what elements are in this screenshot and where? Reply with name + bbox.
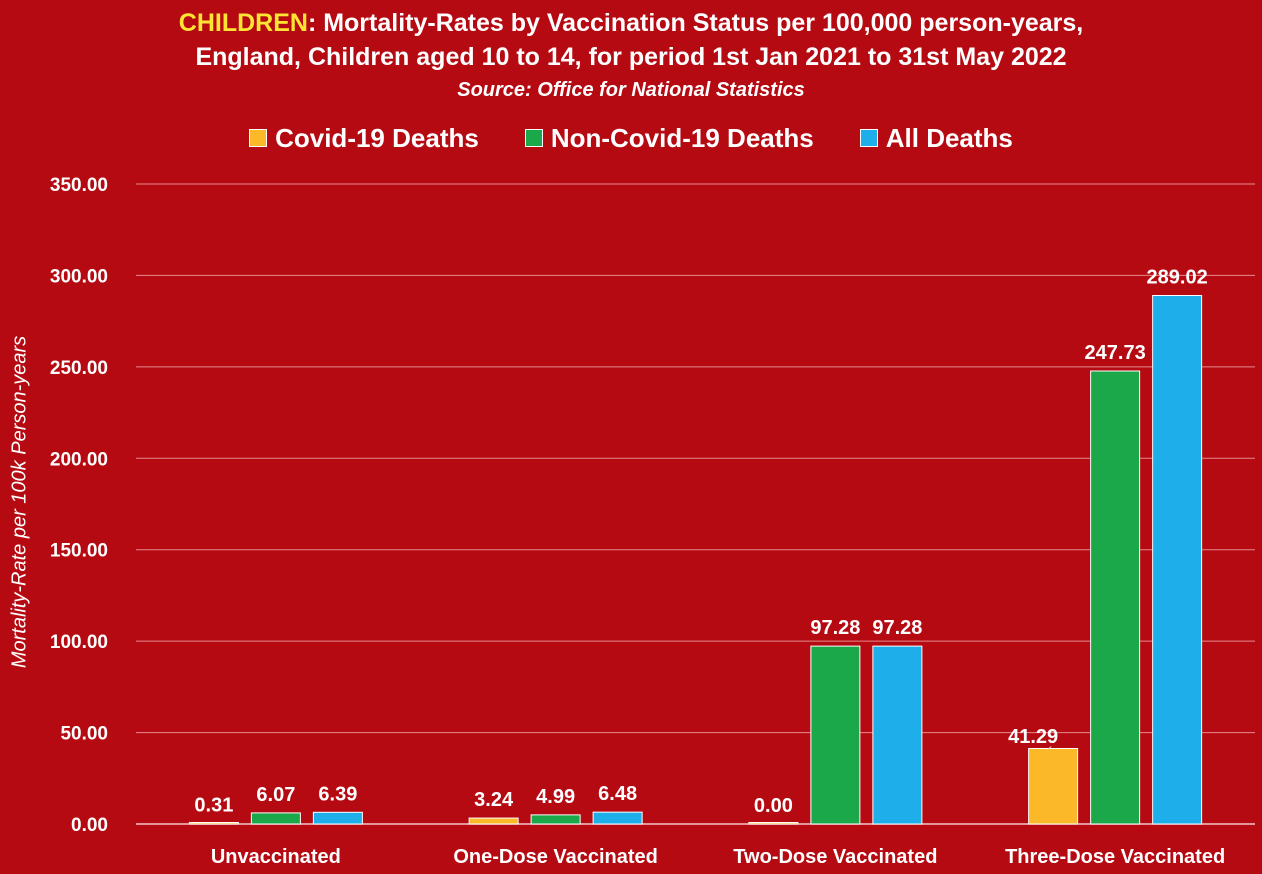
bar-all-deaths-2 — [872, 645, 923, 825]
legend-label-covid: Covid-19 Deaths — [275, 123, 479, 153]
data-label: 41.29 — [1008, 726, 1058, 748]
y-tick-label: 150.00 — [50, 541, 108, 562]
data-label: 6.39 — [318, 783, 357, 805]
category-label: Three-Dose Vaccinated — [1005, 846, 1225, 868]
data-label: 0.31 — [194, 794, 233, 816]
data-label: 6.07 — [256, 784, 295, 806]
bar-covid-19-deaths-1 — [468, 817, 519, 825]
leader-line — [1046, 746, 1052, 751]
legend-label-all: All Deaths — [885, 123, 1013, 153]
data-label: 6.48 — [598, 783, 637, 805]
title-highlight: CHILDREN — [178, 9, 308, 37]
category-labels: Unvaccinated One-Dose Vaccinated Two-Dose … — [211, 846, 1225, 868]
legend-item-all: All Deaths — [859, 120, 1013, 156]
title-line1: : Mortality-Rates by Vaccination Status … — [307, 9, 1084, 37]
legend-item-covid: Covid-19 Deaths — [249, 120, 479, 156]
data-label: 97.28 — [872, 617, 922, 639]
y-tick-label: 0.00 — [71, 815, 108, 836]
bar-non-covid-19-deaths-3 — [1090, 370, 1141, 825]
y-tick-labels: 0.00 50.00 100.00 150.00 200.00 250.00 300.00 3… — [50, 175, 108, 836]
bar-covid-19-deaths-0 — [188, 822, 239, 825]
gridlines — [136, 183, 1255, 825]
legend-label-non-covid: Non-Covid-19 Deaths — [550, 123, 814, 153]
data-label: 97.28 — [810, 617, 860, 639]
data-label: 289.02 — [1147, 267, 1208, 289]
category-label: Unvaccinated — [211, 846, 341, 868]
data-label: 0.00 — [754, 795, 793, 817]
bar-covid-19-deaths-2 — [748, 822, 799, 825]
y-tick-label: 350.00 — [50, 175, 108, 196]
legend-swatch-covid — [249, 129, 268, 147]
y-tick-label: 200.00 — [50, 449, 108, 470]
bar-all-deaths-1 — [592, 811, 643, 825]
bars — [188, 295, 1203, 825]
legend-item-non-covid: Non-Covid-19 Deaths — [524, 120, 814, 156]
y-tick-label: 100.00 — [50, 632, 108, 653]
bar-covid-19-deaths-3 — [1028, 747, 1079, 825]
y-tick-label: 250.00 — [50, 358, 108, 379]
bar-all-deaths-0 — [312, 811, 363, 825]
bar-non-covid-19-deaths-2 — [810, 645, 861, 825]
chart-title: CHILDREN: Mortality-Rates by Vaccination… — [0, 6, 1262, 74]
bar-non-covid-19-deaths-0 — [250, 812, 301, 825]
category-label: One-Dose Vaccinated — [453, 846, 658, 868]
data-labels: 0.31 6.07 6.39 3.24 4.99 6.48 0.00 97.28 97.28 41… — [194, 267, 1207, 817]
data-label: 3.24 — [474, 789, 514, 811]
legend: Covid-19 Deaths Non-Covid-19 Deaths All … — [0, 120, 1262, 156]
data-label: 4.99 — [536, 786, 575, 808]
bar-non-covid-19-deaths-1 — [530, 814, 581, 825]
legend-swatch-non-covid — [524, 129, 543, 147]
category-label: Two-Dose Vaccinated — [733, 846, 937, 868]
bar-all-deaths-3 — [1152, 295, 1203, 825]
chart-subtitle: Source: Office for National Statistics — [457, 79, 805, 101]
legend-swatch-all — [859, 129, 878, 147]
y-tick-label: 50.00 — [60, 724, 108, 745]
data-label: 247.73 — [1085, 342, 1146, 364]
title-line2: England, Children aged 10 to 14, for per… — [195, 43, 1067, 71]
y-tick-label: 300.00 — [50, 266, 108, 287]
